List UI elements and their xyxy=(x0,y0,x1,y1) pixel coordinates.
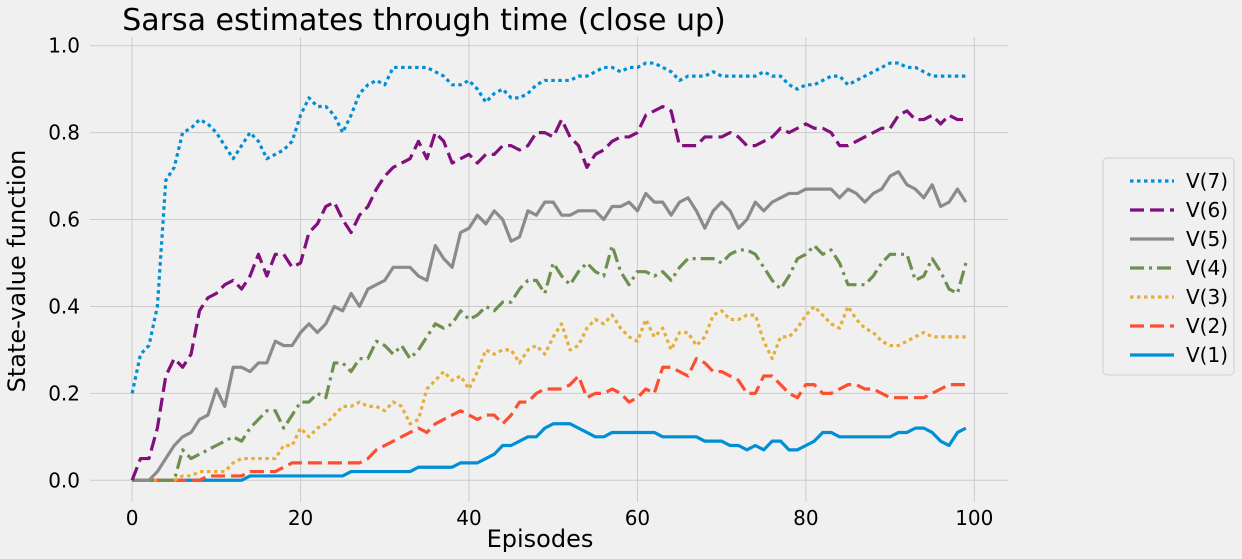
series-line-v5 xyxy=(132,170,968,482)
y-tick-label: 0.8 xyxy=(48,121,80,145)
y-tick-label: 0.2 xyxy=(48,381,80,405)
legend-label: V(2) xyxy=(1186,314,1228,338)
series-line-v2 xyxy=(132,356,966,482)
legend-label: V(5) xyxy=(1186,227,1228,251)
x-tick-label: 20 xyxy=(288,506,313,530)
x-tick-label: 0 xyxy=(126,506,139,530)
y-tick-label: 1.0 xyxy=(48,34,80,58)
legend-label: V(1) xyxy=(1186,343,1228,367)
x-axis-label: Episodes xyxy=(487,525,594,553)
legend-label: V(3) xyxy=(1186,285,1228,309)
grid xyxy=(90,37,1008,502)
legend-label: V(4) xyxy=(1186,256,1228,280)
y-axis-ticks: 0.0 0.2 0.4 0.6 0.8 1.0 xyxy=(48,34,80,493)
legend: V(7) V(6) V(5) V(4) V(3) V(2) V(1) xyxy=(1102,157,1235,376)
y-tick-label: 0.0 xyxy=(48,468,80,492)
legend-label: V(6) xyxy=(1186,198,1228,222)
legend-label: V(7) xyxy=(1186,169,1228,193)
x-axis-ticks: 0 20 40 60 80 100 xyxy=(126,506,994,530)
series-line-v1 xyxy=(132,422,967,482)
x-tick-label: 40 xyxy=(456,506,481,530)
x-tick-label: 60 xyxy=(625,506,650,530)
series-line-v4 xyxy=(132,244,968,482)
series-line-v6 xyxy=(130,104,966,481)
y-tick-label: 0.4 xyxy=(48,294,80,318)
y-tick-label: 0.6 xyxy=(48,208,80,232)
series-line-v3 xyxy=(132,304,966,482)
x-tick-label: 100 xyxy=(955,506,993,530)
chart-title: Sarsa estimates through time (close up) xyxy=(122,3,726,38)
series-line-v7 xyxy=(130,61,966,394)
series-lines xyxy=(130,61,968,482)
x-tick-label: 80 xyxy=(793,506,818,530)
y-axis-label: State-value function xyxy=(3,150,31,393)
